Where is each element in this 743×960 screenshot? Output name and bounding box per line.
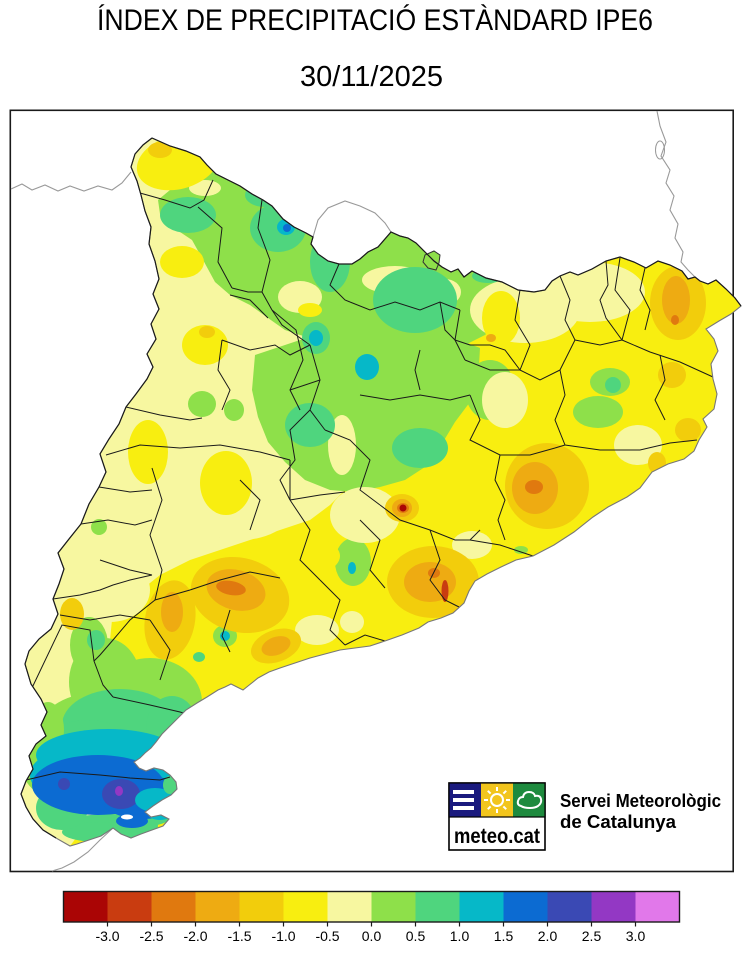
svg-text:0.0: 0.0 xyxy=(362,928,382,944)
svg-text:2.5: 2.5 xyxy=(582,928,602,944)
svg-text:-1.0: -1.0 xyxy=(271,928,295,944)
svg-text:-1.5: -1.5 xyxy=(227,928,251,944)
svg-text:ÍNDEX DE PRECIPITACIÓ ESTÀNDAR: ÍNDEX DE PRECIPITACIÓ ESTÀNDARD IPE6 xyxy=(97,4,653,37)
svg-text:2.0: 2.0 xyxy=(538,928,558,944)
svg-text:1.0: 1.0 xyxy=(450,928,470,944)
svg-text:-2.0: -2.0 xyxy=(183,928,207,944)
svg-text:0.5: 0.5 xyxy=(406,928,426,944)
svg-text:de Catalunya: de Catalunya xyxy=(560,812,677,832)
svg-text:-0.5: -0.5 xyxy=(315,928,339,944)
svg-text:30/11/2025: 30/11/2025 xyxy=(300,61,443,93)
svg-text:3.0: 3.0 xyxy=(626,928,646,944)
svg-text:1.5: 1.5 xyxy=(494,928,514,944)
svg-text:Servei Meteorològic: Servei Meteorològic xyxy=(560,791,721,811)
svg-text:meteo.cat: meteo.cat xyxy=(454,825,540,848)
svg-text:-3.0: -3.0 xyxy=(95,928,119,944)
svg-text:-2.5: -2.5 xyxy=(139,928,163,944)
